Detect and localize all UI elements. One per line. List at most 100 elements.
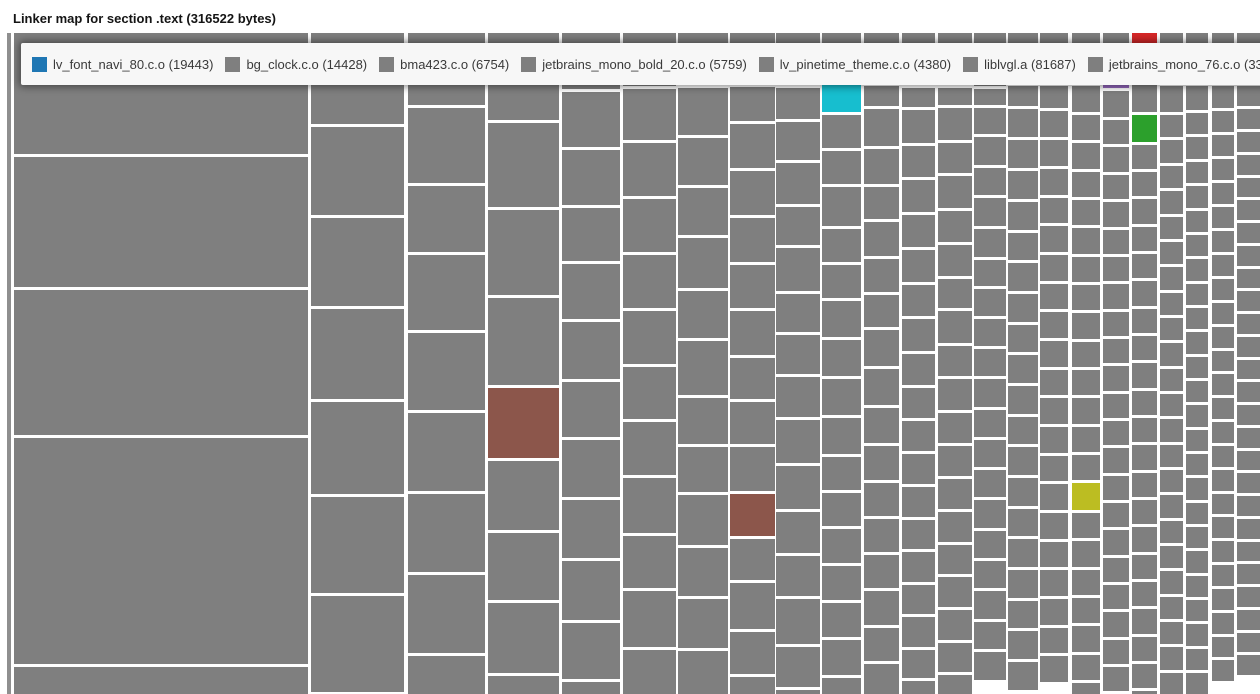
treemap-cell[interactable] xyxy=(730,447,775,491)
treemap-cell[interactable] xyxy=(937,675,972,694)
treemap-cell[interactable] xyxy=(1131,609,1157,634)
treemap-cell[interactable] xyxy=(1040,341,1068,367)
treemap-cell[interactable] xyxy=(678,238,728,288)
treemap-cell[interactable] xyxy=(1236,314,1260,334)
treemap-cell[interactable] xyxy=(1159,495,1183,518)
treemap-cell[interactable] xyxy=(863,222,899,256)
treemap-cell[interactable] xyxy=(562,150,620,205)
treemap-cell[interactable] xyxy=(1211,183,1234,204)
treemap-cell[interactable] xyxy=(974,137,1006,165)
treemap-cell[interactable] xyxy=(1007,570,1038,598)
treemap-cell[interactable] xyxy=(622,199,676,252)
treemap-cell[interactable] xyxy=(622,143,676,196)
treemap-cell[interactable] xyxy=(1236,473,1260,493)
treemap-cell[interactable] xyxy=(1071,370,1100,395)
treemap-cell[interactable] xyxy=(1186,332,1208,354)
treemap-cell[interactable] xyxy=(974,561,1006,588)
treemap-cell[interactable] xyxy=(311,309,404,399)
treemap-cell[interactable] xyxy=(407,255,485,330)
treemap-cell[interactable] xyxy=(937,446,972,476)
treemap-cell[interactable] xyxy=(1211,589,1234,610)
treemap-cell[interactable] xyxy=(1131,309,1157,333)
treemap-cell[interactable] xyxy=(1131,199,1157,224)
treemap-cell[interactable] xyxy=(776,377,820,417)
treemap-cell[interactable] xyxy=(487,388,559,458)
treemap-cell[interactable] xyxy=(622,536,676,588)
treemap-cell[interactable] xyxy=(1071,200,1100,225)
treemap-cell[interactable] xyxy=(901,585,935,614)
treemap-cell[interactable] xyxy=(1007,202,1038,230)
treemap-cell[interactable] xyxy=(678,651,728,694)
treemap-cell[interactable] xyxy=(1186,235,1208,256)
treemap-cell[interactable] xyxy=(1211,660,1234,681)
treemap-cell[interactable] xyxy=(937,88,972,105)
treemap-cell[interactable] xyxy=(822,640,861,675)
treemap-cell[interactable] xyxy=(863,109,899,146)
treemap-cell[interactable] xyxy=(1007,86,1038,106)
treemap-cell[interactable] xyxy=(407,186,485,252)
treemap-cell[interactable] xyxy=(622,255,676,308)
treemap-cell[interactable] xyxy=(1007,233,1038,260)
treemap-cell[interactable] xyxy=(730,539,775,580)
treemap-cell[interactable] xyxy=(730,677,775,694)
treemap-cell[interactable] xyxy=(1071,683,1100,694)
treemap-cell[interactable] xyxy=(1186,162,1208,183)
treemap-cell[interactable] xyxy=(1102,476,1129,500)
treemap-cell[interactable] xyxy=(822,265,861,298)
treemap-cell[interactable] xyxy=(407,108,485,183)
treemap-cell[interactable] xyxy=(1186,308,1208,329)
treemap-cell[interactable] xyxy=(1159,369,1183,391)
treemap-cell[interactable] xyxy=(974,622,1006,649)
treemap-cell[interactable] xyxy=(1040,628,1068,653)
treemap-cell[interactable] xyxy=(776,466,820,509)
treemap-cell[interactable] xyxy=(1131,555,1157,579)
treemap-cell[interactable] xyxy=(776,163,820,204)
treemap-cell[interactable] xyxy=(1071,626,1100,652)
treemap-cell[interactable] xyxy=(974,229,1006,257)
treemap-cell[interactable] xyxy=(1186,673,1208,694)
treemap-cell[interactable] xyxy=(1159,166,1183,188)
treemap-cell[interactable] xyxy=(1211,159,1234,180)
treemap-cell[interactable] xyxy=(1186,576,1208,597)
treemap-cell[interactable] xyxy=(1186,430,1208,451)
treemap-cell[interactable] xyxy=(974,470,1006,497)
treemap-cell[interactable] xyxy=(1131,473,1157,497)
treemap-cell[interactable] xyxy=(822,418,861,454)
treemap-cell[interactable] xyxy=(562,322,620,379)
treemap-cell[interactable] xyxy=(1211,86,1234,108)
treemap-cell[interactable] xyxy=(1007,325,1038,352)
treemap-cell[interactable] xyxy=(622,422,676,475)
treemap-cell[interactable] xyxy=(901,487,935,517)
treemap-cell[interactable] xyxy=(1040,513,1068,539)
treemap-cell[interactable] xyxy=(1071,143,1100,169)
treemap-cell[interactable] xyxy=(1159,470,1183,492)
treemap-cell[interactable] xyxy=(1102,448,1129,473)
treemap-cell[interactable] xyxy=(974,591,1006,619)
treemap-cell[interactable] xyxy=(937,379,972,410)
treemap-cell[interactable] xyxy=(822,379,861,415)
treemap-cell[interactable] xyxy=(562,92,620,147)
treemap-cell[interactable] xyxy=(1211,541,1234,562)
treemap-cell[interactable] xyxy=(822,603,861,637)
treemap-cell[interactable] xyxy=(863,330,899,366)
treemap-cell[interactable] xyxy=(1071,398,1100,424)
treemap-cell[interactable] xyxy=(776,556,820,596)
treemap-cell[interactable] xyxy=(1186,649,1208,670)
treemap-cell[interactable] xyxy=(1102,503,1129,527)
treemap-cell[interactable] xyxy=(1040,656,1068,682)
treemap-cell[interactable] xyxy=(1131,145,1157,169)
treemap-cell[interactable] xyxy=(1186,137,1208,159)
treemap-cell[interactable] xyxy=(822,229,861,262)
treemap-cell[interactable] xyxy=(1071,483,1100,510)
treemap-cell[interactable] xyxy=(622,478,676,533)
treemap-cell[interactable] xyxy=(1040,198,1068,223)
treemap-cell[interactable] xyxy=(1040,140,1068,166)
treemap-cell[interactable] xyxy=(901,421,935,451)
treemap-cell[interactable] xyxy=(1071,427,1100,452)
treemap-cell[interactable] xyxy=(1040,226,1068,252)
treemap-cell[interactable] xyxy=(1102,230,1129,254)
treemap-cell[interactable] xyxy=(937,311,972,343)
treemap-cell[interactable] xyxy=(1159,343,1183,366)
treemap-cell[interactable] xyxy=(863,591,899,625)
treemap-cell[interactable] xyxy=(776,599,820,644)
